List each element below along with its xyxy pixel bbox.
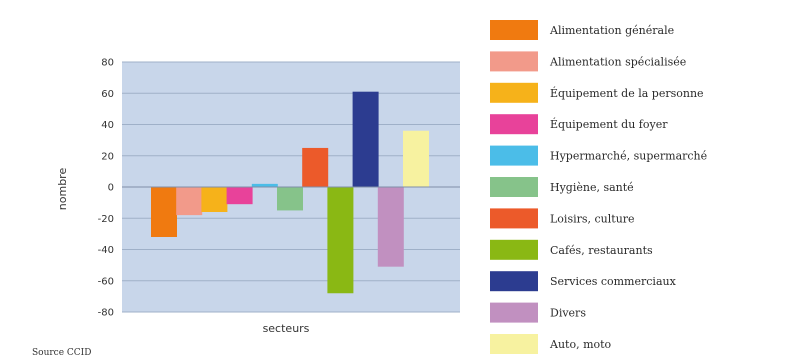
bar	[403, 130, 429, 187]
legend-swatch	[490, 208, 538, 229]
y-tick-label: -40	[98, 245, 114, 256]
legend-label: Alimentation générale	[549, 24, 674, 37]
legend-label: Auto, moto	[549, 338, 612, 351]
legend-swatch	[490, 82, 538, 103]
y-axis-title: nombre	[56, 168, 69, 211]
bars	[151, 91, 429, 294]
legend: Alimentation générale Alimentation spécia…	[490, 20, 707, 354]
legend-label: Services commerciaux	[550, 275, 677, 288]
y-tick-label: 0	[108, 183, 114, 194]
legend-label: Hypermarché, supermarché	[550, 150, 707, 163]
bar	[327, 187, 354, 294]
legend-swatch	[490, 239, 538, 260]
legend-label: Équipement de la personne	[550, 86, 704, 100]
legend-swatch	[490, 145, 538, 166]
y-tick-label: -80	[98, 308, 114, 319]
legend-swatch	[490, 177, 538, 197]
grid-lines	[122, 61, 460, 313]
bar	[302, 147, 329, 187]
bar	[176, 187, 203, 216]
bar	[226, 187, 253, 205]
legend-swatch	[490, 114, 538, 135]
y-tick-label: 40	[101, 120, 114, 131]
x-axis-title: secteurs	[263, 322, 310, 335]
source-note: Source CCID	[32, 348, 91, 357]
legend-swatch	[490, 51, 538, 72]
y-tick-label: 20	[101, 151, 114, 162]
legend-label: Cafés, restaurants	[550, 244, 653, 257]
legend-swatch	[490, 334, 538, 354]
legend-label: Alimentation spécialisée	[549, 55, 686, 68]
y-tick-label: 60	[101, 89, 114, 100]
legend-swatch	[490, 20, 538, 40]
bar	[251, 183, 278, 187]
y-tick-labels: -80 -60 -40 -20 0 20 40 60 80	[98, 58, 114, 319]
legend-label: Loisirs, culture	[550, 212, 635, 225]
bar	[277, 187, 303, 211]
legend-swatch	[490, 302, 538, 323]
legend-label: Divers	[550, 307, 586, 320]
bar	[151, 187, 177, 237]
legend-swatch	[490, 271, 538, 292]
bar	[352, 91, 379, 187]
bar	[377, 187, 404, 267]
legend-label: Hygiène, santé	[550, 181, 634, 194]
y-tick-label: -20	[98, 214, 114, 225]
y-tick-label: -60	[98, 276, 114, 287]
legend-label: Équipement du foyer	[550, 117, 668, 131]
y-tick-label: 80	[101, 58, 114, 69]
bar	[201, 187, 228, 212]
